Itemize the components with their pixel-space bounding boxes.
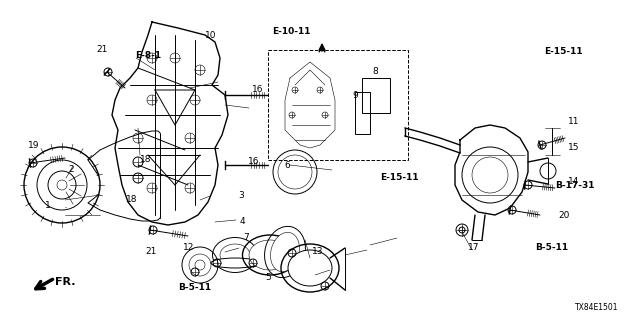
Text: B-5-11: B-5-11 <box>535 244 568 252</box>
Text: 3: 3 <box>238 190 244 199</box>
Text: B-17-31: B-17-31 <box>555 180 595 189</box>
Ellipse shape <box>212 237 257 273</box>
Ellipse shape <box>271 232 300 272</box>
Text: 8: 8 <box>372 68 378 76</box>
Text: 12: 12 <box>183 244 195 252</box>
Text: 11: 11 <box>568 117 579 126</box>
Text: 18: 18 <box>140 156 152 164</box>
Text: 20: 20 <box>558 211 570 220</box>
Text: 7: 7 <box>243 234 249 243</box>
Text: 6: 6 <box>284 161 290 170</box>
Text: 9: 9 <box>352 91 358 100</box>
Text: E-8-1: E-8-1 <box>135 51 161 60</box>
Text: 21: 21 <box>145 247 156 257</box>
Text: E-10-11: E-10-11 <box>272 28 310 36</box>
Bar <box>355 92 370 134</box>
Text: 19: 19 <box>28 140 40 149</box>
Ellipse shape <box>220 244 250 266</box>
Text: B-5-11: B-5-11 <box>178 284 211 292</box>
Text: 18: 18 <box>126 196 138 204</box>
Text: 21: 21 <box>96 45 108 54</box>
Text: 17: 17 <box>468 244 479 252</box>
Text: 2: 2 <box>68 165 74 174</box>
Ellipse shape <box>249 240 291 270</box>
Text: 1: 1 <box>45 201 51 210</box>
Text: 15: 15 <box>568 143 579 153</box>
Text: E-15-11: E-15-11 <box>544 47 582 57</box>
Text: TX84E1501: TX84E1501 <box>575 303 618 313</box>
Text: E-15-11: E-15-11 <box>380 173 419 182</box>
Text: 13: 13 <box>312 247 323 257</box>
Ellipse shape <box>288 250 332 286</box>
Text: 16: 16 <box>252 85 264 94</box>
Ellipse shape <box>211 258 259 268</box>
Bar <box>362 78 390 113</box>
Text: 14: 14 <box>568 178 579 187</box>
Text: FR.: FR. <box>55 277 76 287</box>
Bar <box>268 50 408 160</box>
Text: 10: 10 <box>205 30 216 39</box>
Text: 16: 16 <box>248 157 259 166</box>
Text: 4: 4 <box>240 218 246 227</box>
Text: 5: 5 <box>265 274 271 283</box>
